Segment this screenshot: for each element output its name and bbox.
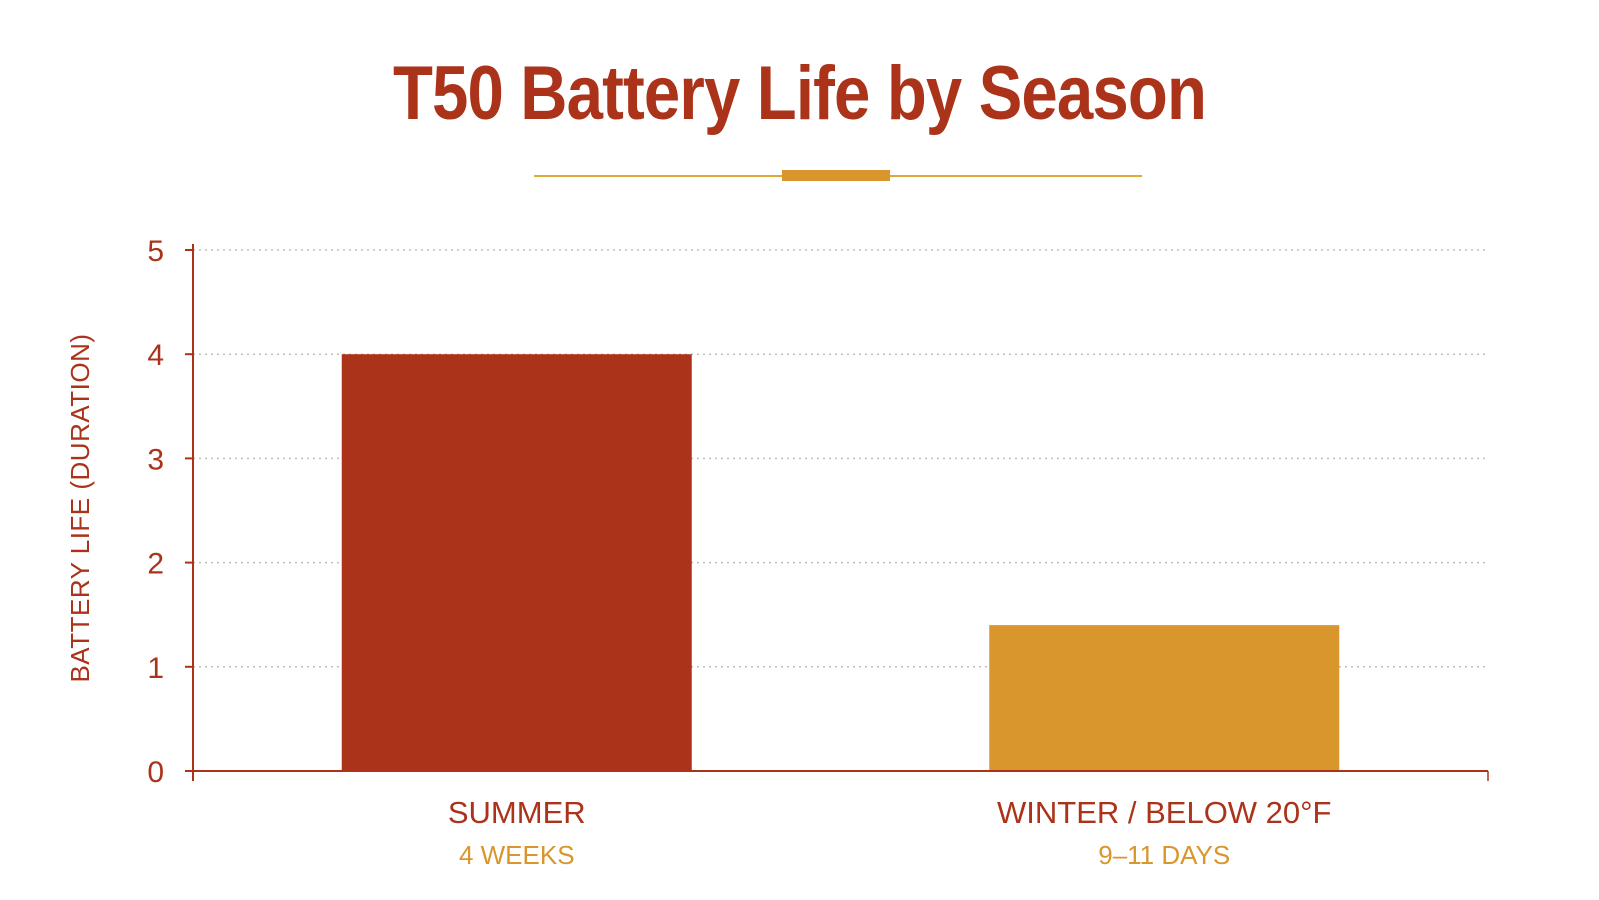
chart-title: T50 Battery Life by Season [392,51,1207,136]
category-labels: SUMMER 4 WEEKS WINTER / BELOW 20°F 9–11 DAY… [448,795,1332,870]
title-divider-accent [782,170,890,181]
x-category-sublabel: 4 WEEKS [459,840,575,870]
y-tick-label-2: 2 [147,548,164,581]
y-tick-label-5: 5 [147,235,164,268]
y-tick-label-3: 3 [147,443,164,476]
x-category-sublabel: 9–11 DAYS [1098,840,1230,870]
y-tick-label-4: 4 [147,339,164,372]
y-tick-labels: 0 1 2 3 4 5 [147,235,164,789]
x-category-label: WINTER / BELOW 20°F [997,795,1332,830]
y-tick-label-1: 1 [147,652,164,685]
bar-winter-below-20-f [989,625,1340,771]
y-axis-title: BATTERY LIFE (DURATION) [65,333,95,682]
x-category-label: SUMMER [448,795,586,830]
y-tick-label-0: 0 [147,756,164,789]
axes [185,244,1489,781]
bars [341,354,1340,771]
bar-summer [341,354,692,771]
